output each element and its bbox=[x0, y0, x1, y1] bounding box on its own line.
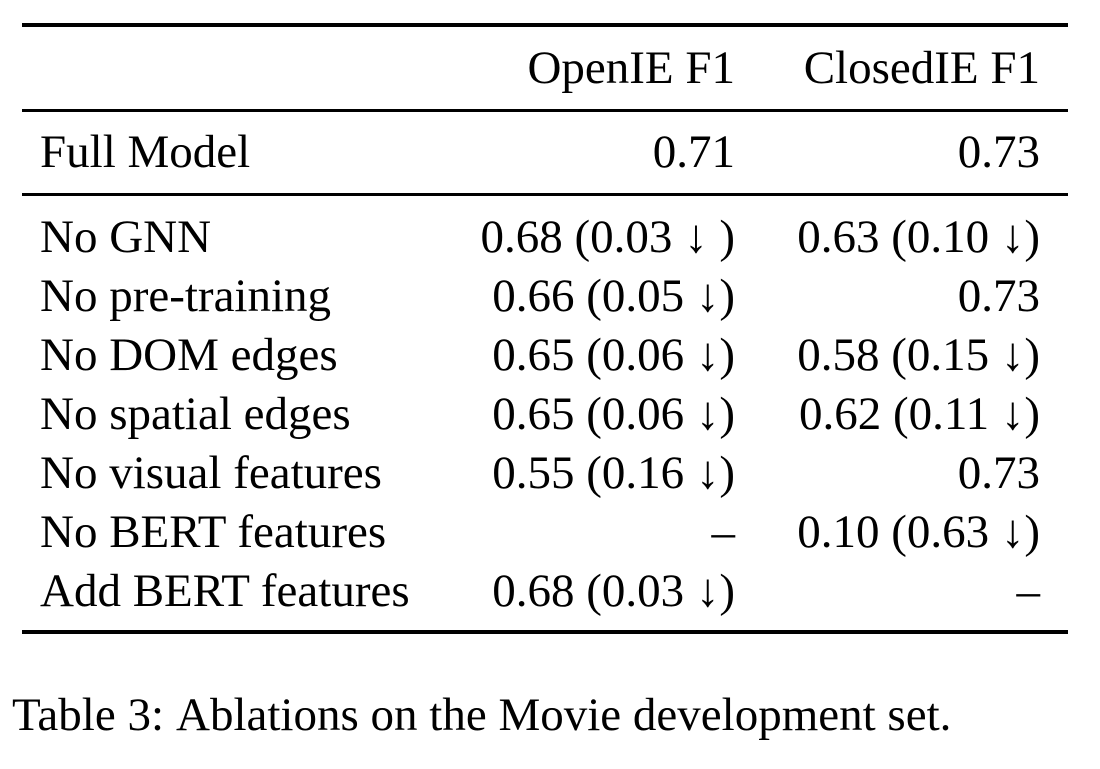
closedie-value: 0.62 (0.11 ↓) bbox=[798, 388, 1040, 440]
closedie-value: 0.10 (0.63 ↓) bbox=[797, 506, 1040, 558]
table-row: No GNN 0.68 (0.03 ↓ ) 0.63 (0.10 ↓) bbox=[22, 208, 1068, 267]
openie-value: – bbox=[711, 506, 736, 558]
ablation-rows-section: No GNN 0.68 (0.03 ↓ ) 0.63 (0.10 ↓) No p… bbox=[22, 196, 1068, 630]
row-label: No spatial edges bbox=[40, 388, 351, 440]
table-row: No visual features 0.55 (0.16 ↓) 0.73 bbox=[22, 444, 1068, 503]
ablation-table: OpenIE F1 ClosedIE F1 Full Model 0.71 0.… bbox=[22, 23, 1068, 634]
closedie-value: 0.58 (0.15 ↓) bbox=[797, 329, 1040, 381]
openie-value: 0.68 (0.03 ↓) bbox=[492, 565, 735, 617]
table-row: No DOM edges 0.65 (0.06 ↓) 0.58 (0.15 ↓) bbox=[22, 326, 1068, 385]
caption-label: Table 3: bbox=[12, 689, 165, 741]
column-header-openie: OpenIE F1 bbox=[527, 42, 735, 94]
openie-value: 0.65 (0.06 ↓) bbox=[492, 388, 735, 440]
openie-value: 0.66 (0.05 ↓) bbox=[492, 270, 735, 322]
table-row: Add BERT features 0.68 (0.03 ↓) – bbox=[22, 562, 1068, 621]
row-label: Full Model bbox=[40, 126, 251, 179]
closedie-value: 0.73 bbox=[957, 270, 1040, 322]
table-row-full-model: Full Model 0.71 0.73 bbox=[22, 112, 1068, 194]
table-row: No pre-training 0.66 (0.05 ↓) 0.73 bbox=[22, 267, 1068, 326]
closedie-value: 0.73 bbox=[957, 447, 1040, 499]
table-row: No BERT features – 0.10 (0.63 ↓) bbox=[22, 503, 1068, 562]
row-label: No DOM edges bbox=[40, 329, 338, 381]
caption-text: Ablations on the Movie development set. bbox=[176, 689, 952, 741]
table-top-rule bbox=[22, 23, 1068, 27]
openie-value: 0.68 (0.03 ↓ ) bbox=[480, 211, 735, 263]
row-label: No GNN bbox=[40, 211, 212, 263]
closedie-value: – bbox=[1016, 565, 1041, 617]
header-rule bbox=[22, 109, 1068, 112]
table-row: No spatial edges 0.65 (0.06 ↓) 0.62 (0.1… bbox=[22, 385, 1068, 444]
column-header-closedie: ClosedIE F1 bbox=[803, 42, 1040, 94]
closedie-value: 0.63 (0.10 ↓) bbox=[797, 211, 1040, 263]
row-label: No pre-training bbox=[40, 270, 332, 322]
midrule bbox=[22, 193, 1068, 196]
openie-value: 0.55 (0.16 ↓) bbox=[492, 447, 735, 499]
table-caption: Table 3: Ablations on the Movie developme… bbox=[12, 686, 1092, 744]
openie-value: 0.65 (0.06 ↓) bbox=[492, 329, 735, 381]
openie-value: 0.71 bbox=[652, 126, 735, 179]
table-bottom-rule bbox=[22, 629, 1068, 634]
closedie-value: 0.73 bbox=[957, 126, 1040, 179]
row-label: No BERT features bbox=[40, 506, 387, 558]
row-label: No visual features bbox=[40, 447, 382, 499]
row-label: Add BERT features bbox=[40, 565, 410, 617]
table-header-row: OpenIE F1 ClosedIE F1 bbox=[22, 27, 1068, 109]
